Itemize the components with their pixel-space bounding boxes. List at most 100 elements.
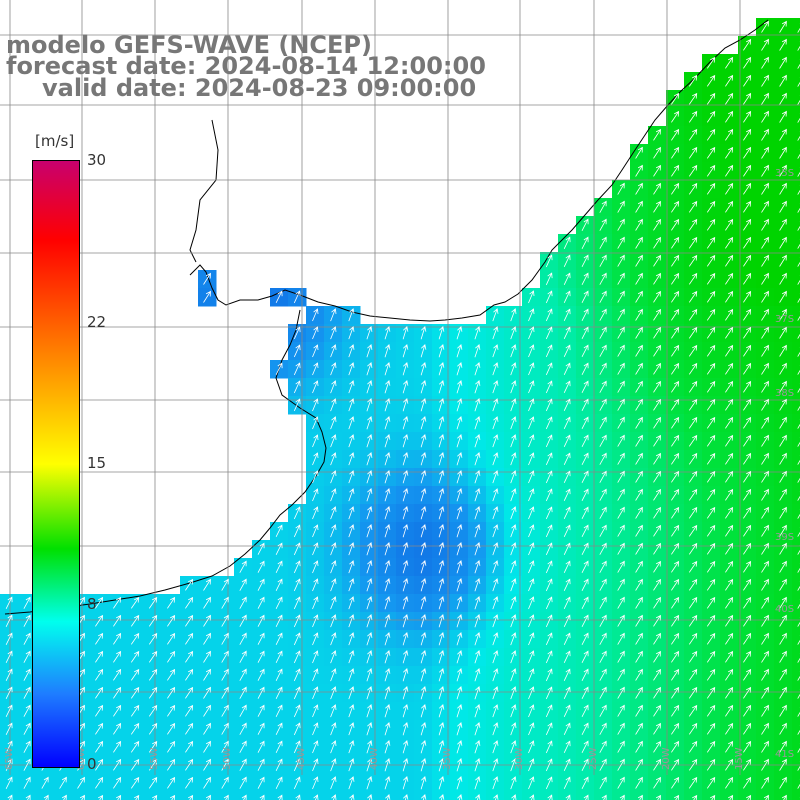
wind-arrow [599, 614, 607, 627]
wind-arrow [725, 704, 734, 717]
wind-arrow [384, 469, 391, 484]
wind-arrow [167, 722, 176, 735]
wind-arrow [545, 776, 553, 790]
wind-arrow [599, 308, 607, 321]
wind-arrow [492, 758, 499, 772]
forecast-date: forecast date: 2024-08-14 12:00:00 [6, 52, 486, 80]
wind-arrow [797, 221, 800, 231]
wind-cell [792, 54, 800, 73]
wind-arrow [779, 578, 787, 591]
wind-arrow [706, 668, 716, 681]
wind-arrow [725, 434, 734, 447]
wind-arrow [617, 506, 625, 519]
wind-arrow [797, 725, 800, 735]
wind-arrow [130, 596, 140, 609]
wind-arrow [41, 776, 49, 789]
wind-arrow [528, 398, 535, 412]
wind-arrow [743, 578, 752, 591]
wind-arrow [348, 614, 355, 628]
wind-arrow [671, 614, 680, 627]
wind-arrow [402, 452, 409, 466]
wind-arrow [688, 776, 698, 789]
wind-arrow [384, 577, 391, 592]
wind-arrow [438, 776, 445, 790]
wind-arrow [23, 632, 31, 645]
wind-arrow [563, 776, 571, 789]
wind-arrow [348, 650, 355, 664]
wind-arrow [492, 668, 499, 682]
wind-arrow [692, 794, 698, 800]
wind-arrow [725, 272, 734, 285]
wind-cell [216, 792, 235, 800]
wind-arrow [779, 182, 787, 195]
wind-arrow [797, 77, 800, 87]
wind-arrow [545, 704, 553, 718]
wind-arrow [725, 488, 734, 501]
wind-arrow [688, 218, 698, 231]
wind-arrow [221, 776, 229, 789]
wind-arrow [599, 218, 607, 231]
wind-arrow [257, 596, 265, 609]
lat-label: 35S [775, 168, 794, 179]
wind-arrow [5, 596, 13, 609]
wind-arrow [599, 416, 607, 429]
wind-arrow [148, 740, 158, 753]
wind-arrow [474, 776, 481, 790]
wind-arrow [743, 290, 752, 303]
wind-arrow [545, 632, 553, 646]
wind-arrow [725, 668, 734, 681]
wind-arrow [581, 596, 589, 609]
wind-arrow [545, 416, 553, 430]
wind-arrow [312, 470, 319, 484]
wind-arrow [671, 362, 680, 375]
wind-arrow [366, 362, 373, 376]
wind-arrow [725, 56, 734, 69]
wind-arrow [725, 128, 734, 141]
wind-arrow [635, 326, 643, 339]
wind-arrow [545, 398, 553, 412]
wind-arrow [384, 559, 391, 574]
wind-arrow [565, 794, 571, 800]
wind-arrow [221, 650, 229, 663]
wind-arrow [797, 455, 800, 465]
wind-arrow [528, 578, 535, 592]
lon-label: 20W [661, 747, 672, 770]
wind-arrow [77, 776, 85, 789]
wind-arrow [706, 380, 716, 393]
wind-arrow [348, 560, 355, 574]
wind-arrow [635, 398, 643, 411]
wind-arrow [384, 451, 391, 466]
wind-arrow [167, 668, 176, 681]
wind-arrow [185, 650, 194, 663]
wind-arrow [456, 469, 463, 484]
wind-arrow [688, 128, 698, 141]
wind-arrow [420, 434, 427, 448]
wind-arrow [635, 146, 643, 159]
wind-arrow [474, 614, 481, 628]
wind-arrow [167, 776, 176, 789]
wind-arrow [761, 452, 769, 465]
wind-arrow [185, 596, 194, 609]
wind-cell [792, 774, 800, 793]
wind-cell [792, 414, 800, 433]
wind-arrow [545, 650, 553, 664]
wind-arrow [348, 740, 355, 754]
wind-arrow [797, 743, 800, 753]
wind-arrow [671, 650, 680, 663]
wind-arrow [438, 578, 445, 592]
wind-arrow [510, 578, 517, 592]
wind-arrow [688, 164, 698, 177]
wind-arrow [312, 632, 319, 646]
wind-arrow [367, 794, 373, 800]
wind-arrow [188, 794, 194, 800]
wind-arrow [330, 380, 337, 394]
wind-cell [792, 252, 800, 271]
wind-arrow [203, 668, 211, 681]
wind-arrow [581, 290, 589, 303]
wind-arrow [203, 704, 211, 717]
wind-arrow [456, 451, 463, 466]
wind-arrow [653, 308, 661, 321]
wind-arrow [797, 653, 800, 663]
wind-arrow [761, 704, 769, 717]
wind-arrow [743, 776, 752, 789]
